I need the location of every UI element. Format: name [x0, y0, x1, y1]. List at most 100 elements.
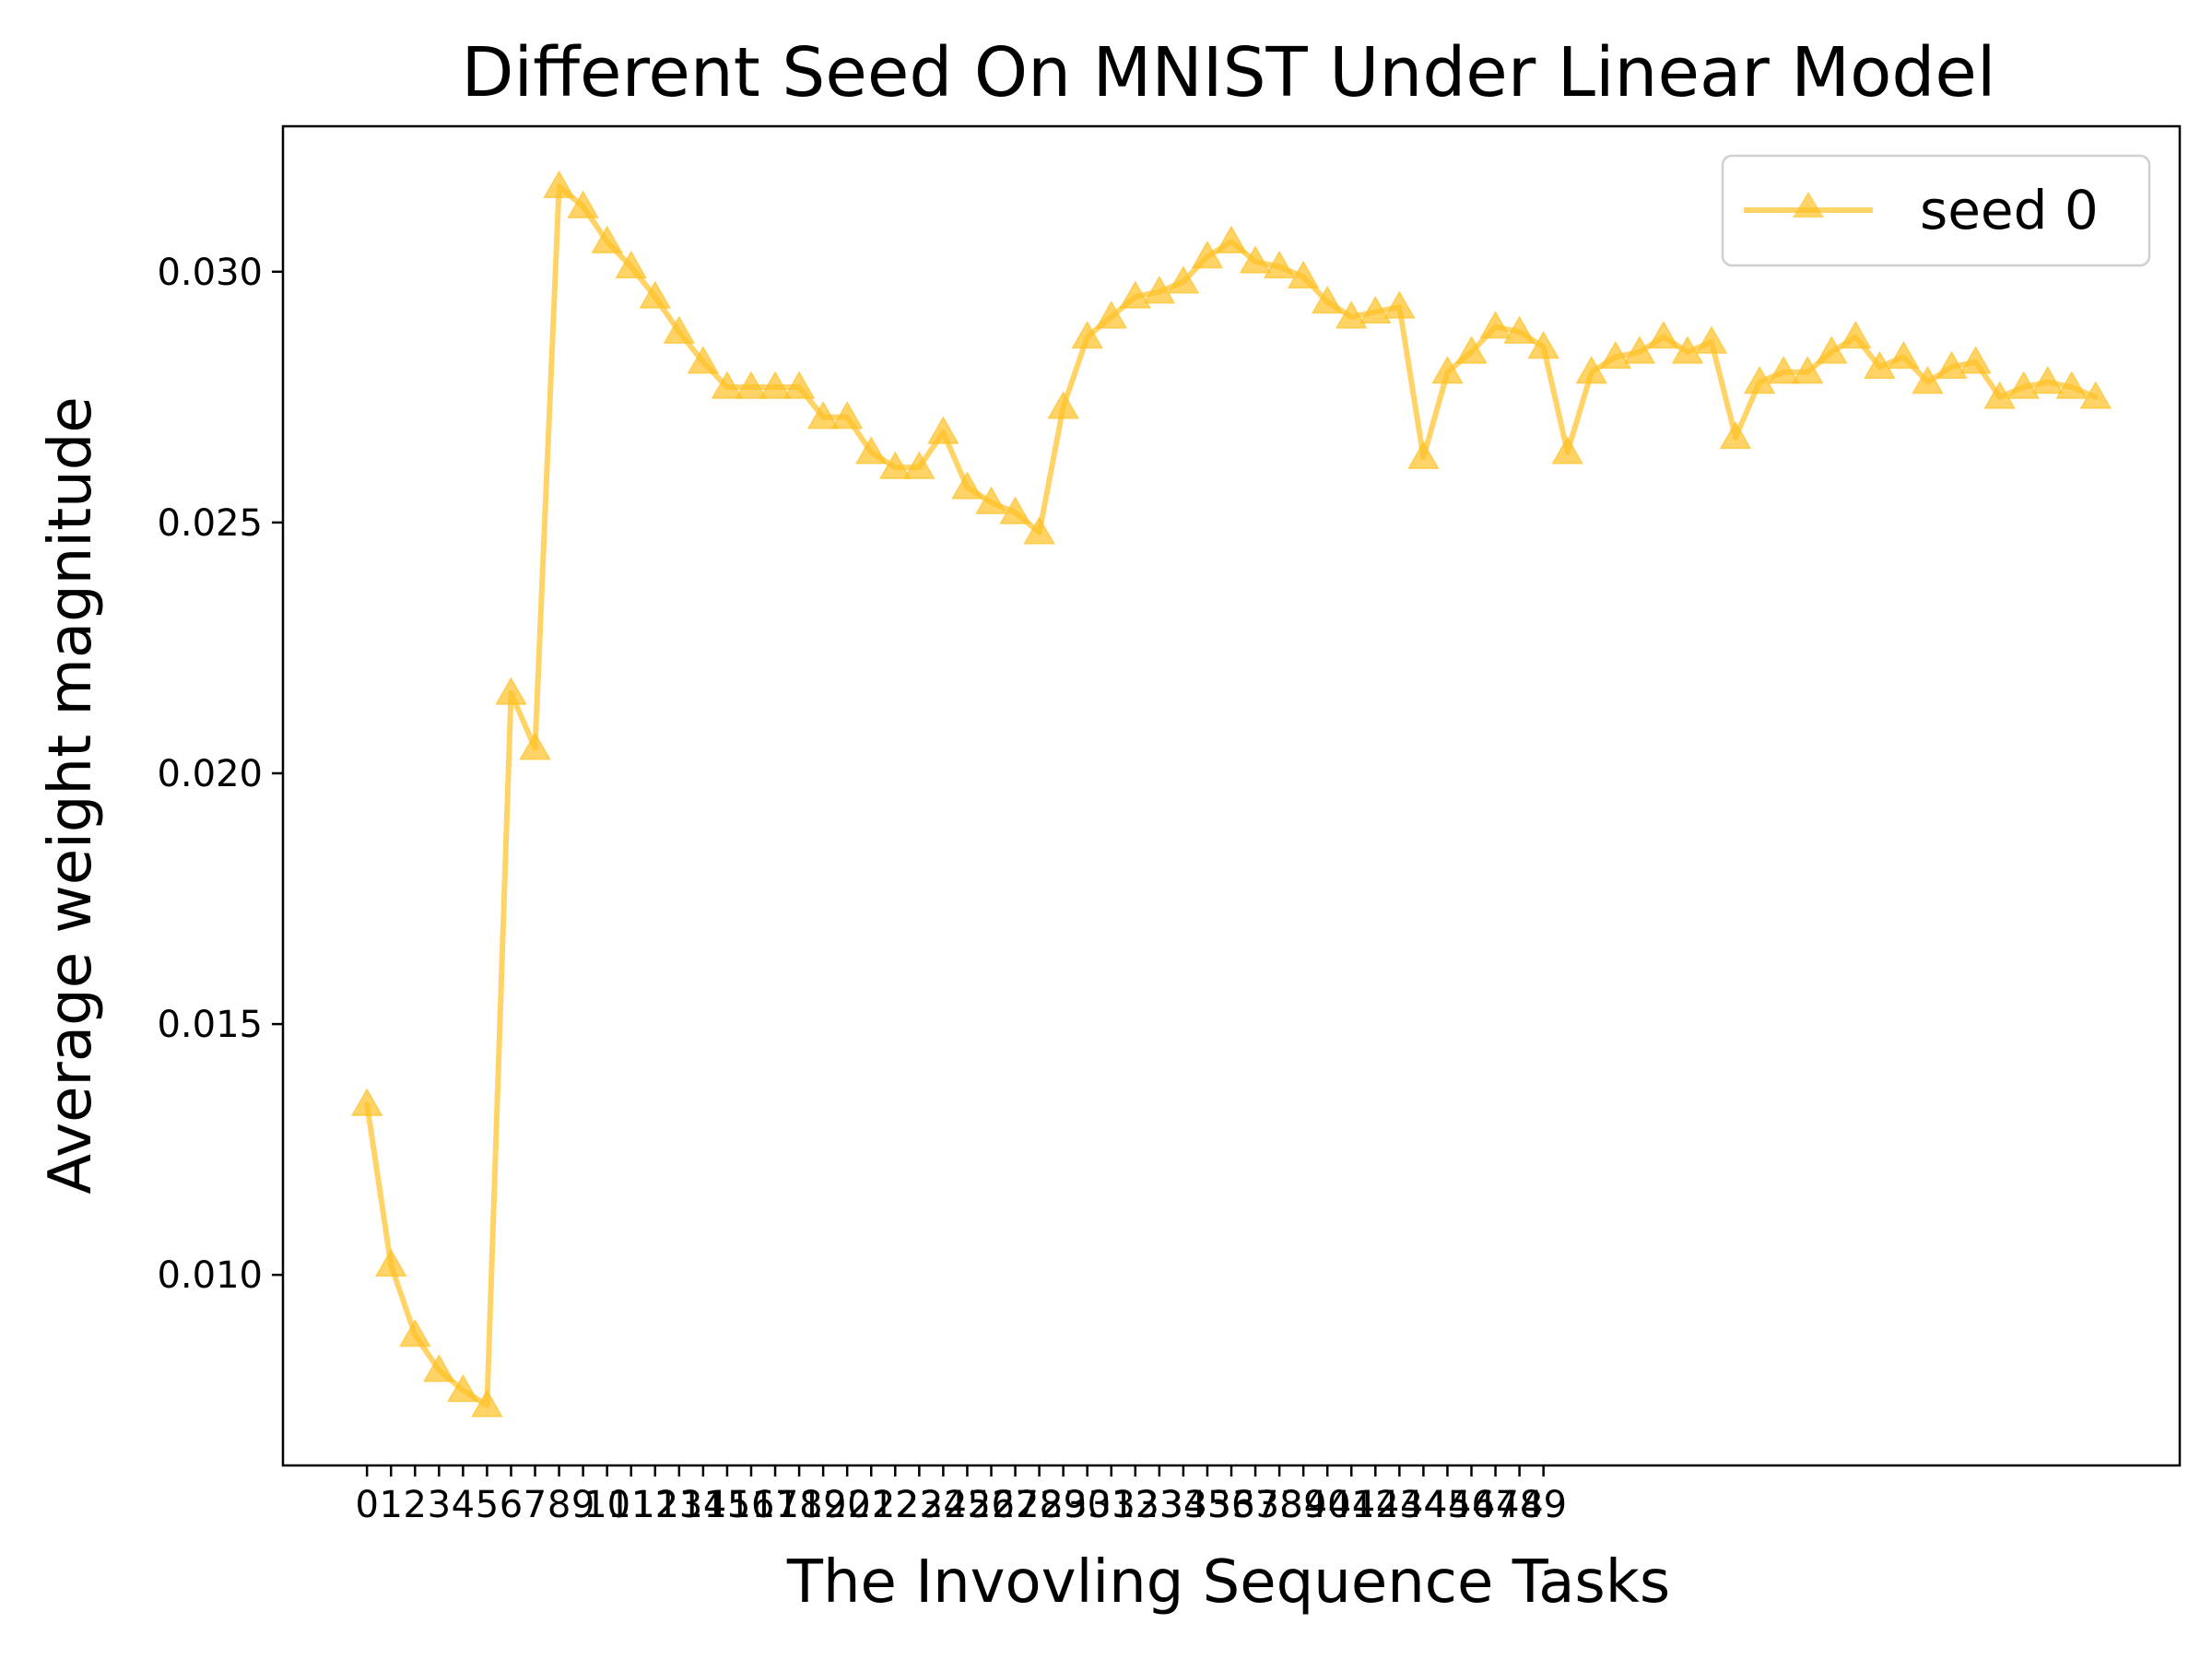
x-tick-label: 16	[728, 1484, 775, 1526]
data-point	[1287, 260, 1320, 289]
data-point	[1623, 335, 1656, 364]
x-tick-label: 31	[1088, 1484, 1135, 1526]
x-tick-label: 27	[992, 1484, 1039, 1526]
data-point	[1840, 321, 1872, 349]
x-tick-label: 6	[500, 1484, 523, 1526]
x-tick-label: 40	[1304, 1484, 1351, 1526]
x-tick-label: 18	[776, 1484, 823, 1526]
data-point	[543, 170, 575, 199]
x-axis: 0 1 2 3 4 5 6 7 8 9101112131415161718192021222324…	[355, 1465, 1567, 1526]
data-point	[1864, 350, 1896, 379]
data-point	[423, 1354, 455, 1382]
data-point	[1527, 330, 1559, 359]
data-point	[1503, 315, 1535, 344]
x-tick-label: 7	[524, 1484, 547, 1526]
x-tick-label: 9	[571, 1484, 594, 1526]
data-point	[1815, 335, 1848, 364]
data-point	[975, 486, 1007, 514]
x-tick-label: 8	[547, 1484, 571, 1526]
x-tick-label: 3	[428, 1484, 451, 1526]
data-point	[374, 1248, 407, 1277]
data-point	[1479, 311, 1512, 339]
data-point	[1791, 356, 1824, 384]
x-tick-label: 10	[583, 1484, 630, 1526]
x-tick-label: 36	[1208, 1484, 1255, 1526]
data-point	[2055, 371, 2088, 399]
data-point	[1767, 356, 1800, 384]
x-tick-label: 24	[920, 1484, 967, 1526]
data-point	[591, 225, 623, 253]
x-tick-label: 29	[1040, 1484, 1087, 1526]
data-point	[1647, 321, 1680, 349]
data-point	[854, 436, 888, 465]
data-point	[830, 401, 864, 429]
data-point	[1167, 265, 1200, 294]
x-tick-label: 5	[476, 1484, 499, 1526]
data-point	[927, 416, 959, 444]
legend-label-seed-0: seed 0	[1920, 179, 2099, 241]
data-point	[1551, 436, 1584, 465]
x-tick-label: 11	[607, 1484, 654, 1526]
data-point	[350, 1088, 383, 1116]
data-point	[1695, 325, 1728, 354]
data-point	[1431, 356, 1464, 384]
data-point	[1888, 340, 1920, 370]
series-layer	[350, 170, 2112, 1418]
x-tick-label: 32	[1112, 1484, 1159, 1526]
x-tick-label: 2	[404, 1484, 427, 1526]
data-point	[615, 250, 648, 279]
data-point	[1599, 340, 1632, 370]
x-tick-label: 26	[968, 1484, 1015, 1526]
data-point	[1047, 391, 1079, 419]
x-tick-label: 38	[1256, 1484, 1303, 1526]
data-point	[1263, 250, 1296, 279]
x-tick-label: 23	[896, 1484, 943, 1526]
data-point	[2007, 371, 2040, 399]
data-point	[1936, 350, 1968, 379]
x-tick-label: 25	[944, 1484, 991, 1526]
data-point	[951, 471, 983, 500]
data-point	[1743, 366, 1776, 394]
data-point	[398, 1318, 431, 1347]
data-point	[735, 371, 768, 399]
data-point	[2031, 366, 2065, 394]
y-tick-label: 0.025	[157, 502, 263, 545]
data-point	[782, 371, 816, 399]
x-tick-label: 39	[1280, 1484, 1327, 1526]
x-tick-label: 44	[1400, 1484, 1447, 1526]
x-tick-label: 17	[752, 1484, 799, 1526]
y-tick-label: 0.020	[157, 753, 263, 795]
x-tick-label: 0	[355, 1484, 378, 1526]
data-point	[1143, 276, 1176, 304]
x-tick-label: 19	[800, 1484, 847, 1526]
x-tick-label: 49	[1520, 1484, 1567, 1526]
x-tick-label: 20	[824, 1484, 871, 1526]
x-tick-label: 28	[1016, 1484, 1063, 1526]
data-point	[567, 190, 599, 218]
data-point	[1071, 321, 1103, 349]
legend: seed 0	[1721, 154, 2151, 267]
x-tick-label: 35	[1183, 1484, 1230, 1526]
data-point	[759, 371, 792, 399]
data-point	[806, 401, 840, 429]
x-tick-label: 34	[1159, 1484, 1206, 1526]
data-point	[1455, 335, 1488, 364]
data-point	[1095, 300, 1128, 329]
y-tick-label: 0.010	[157, 1254, 263, 1297]
data-point	[687, 346, 720, 374]
chart-title: Different Seed On MNIST Under Linear Mod…	[462, 33, 1996, 112]
y-axis-label: Average weight magnitude	[37, 396, 105, 1194]
x-tick-label: 43	[1376, 1484, 1423, 1526]
data-point	[1215, 225, 1248, 253]
data-point	[519, 732, 551, 760]
y-tick-label: 0.030	[157, 252, 263, 294]
x-tick-label: 13	[655, 1484, 702, 1526]
data-point	[2079, 381, 2112, 409]
x-tick-label: 47	[1472, 1484, 1519, 1526]
data-point	[1191, 240, 1224, 269]
data-point	[495, 677, 527, 705]
data-point	[1575, 356, 1608, 384]
data-point	[878, 451, 912, 479]
data-point	[471, 1389, 503, 1418]
